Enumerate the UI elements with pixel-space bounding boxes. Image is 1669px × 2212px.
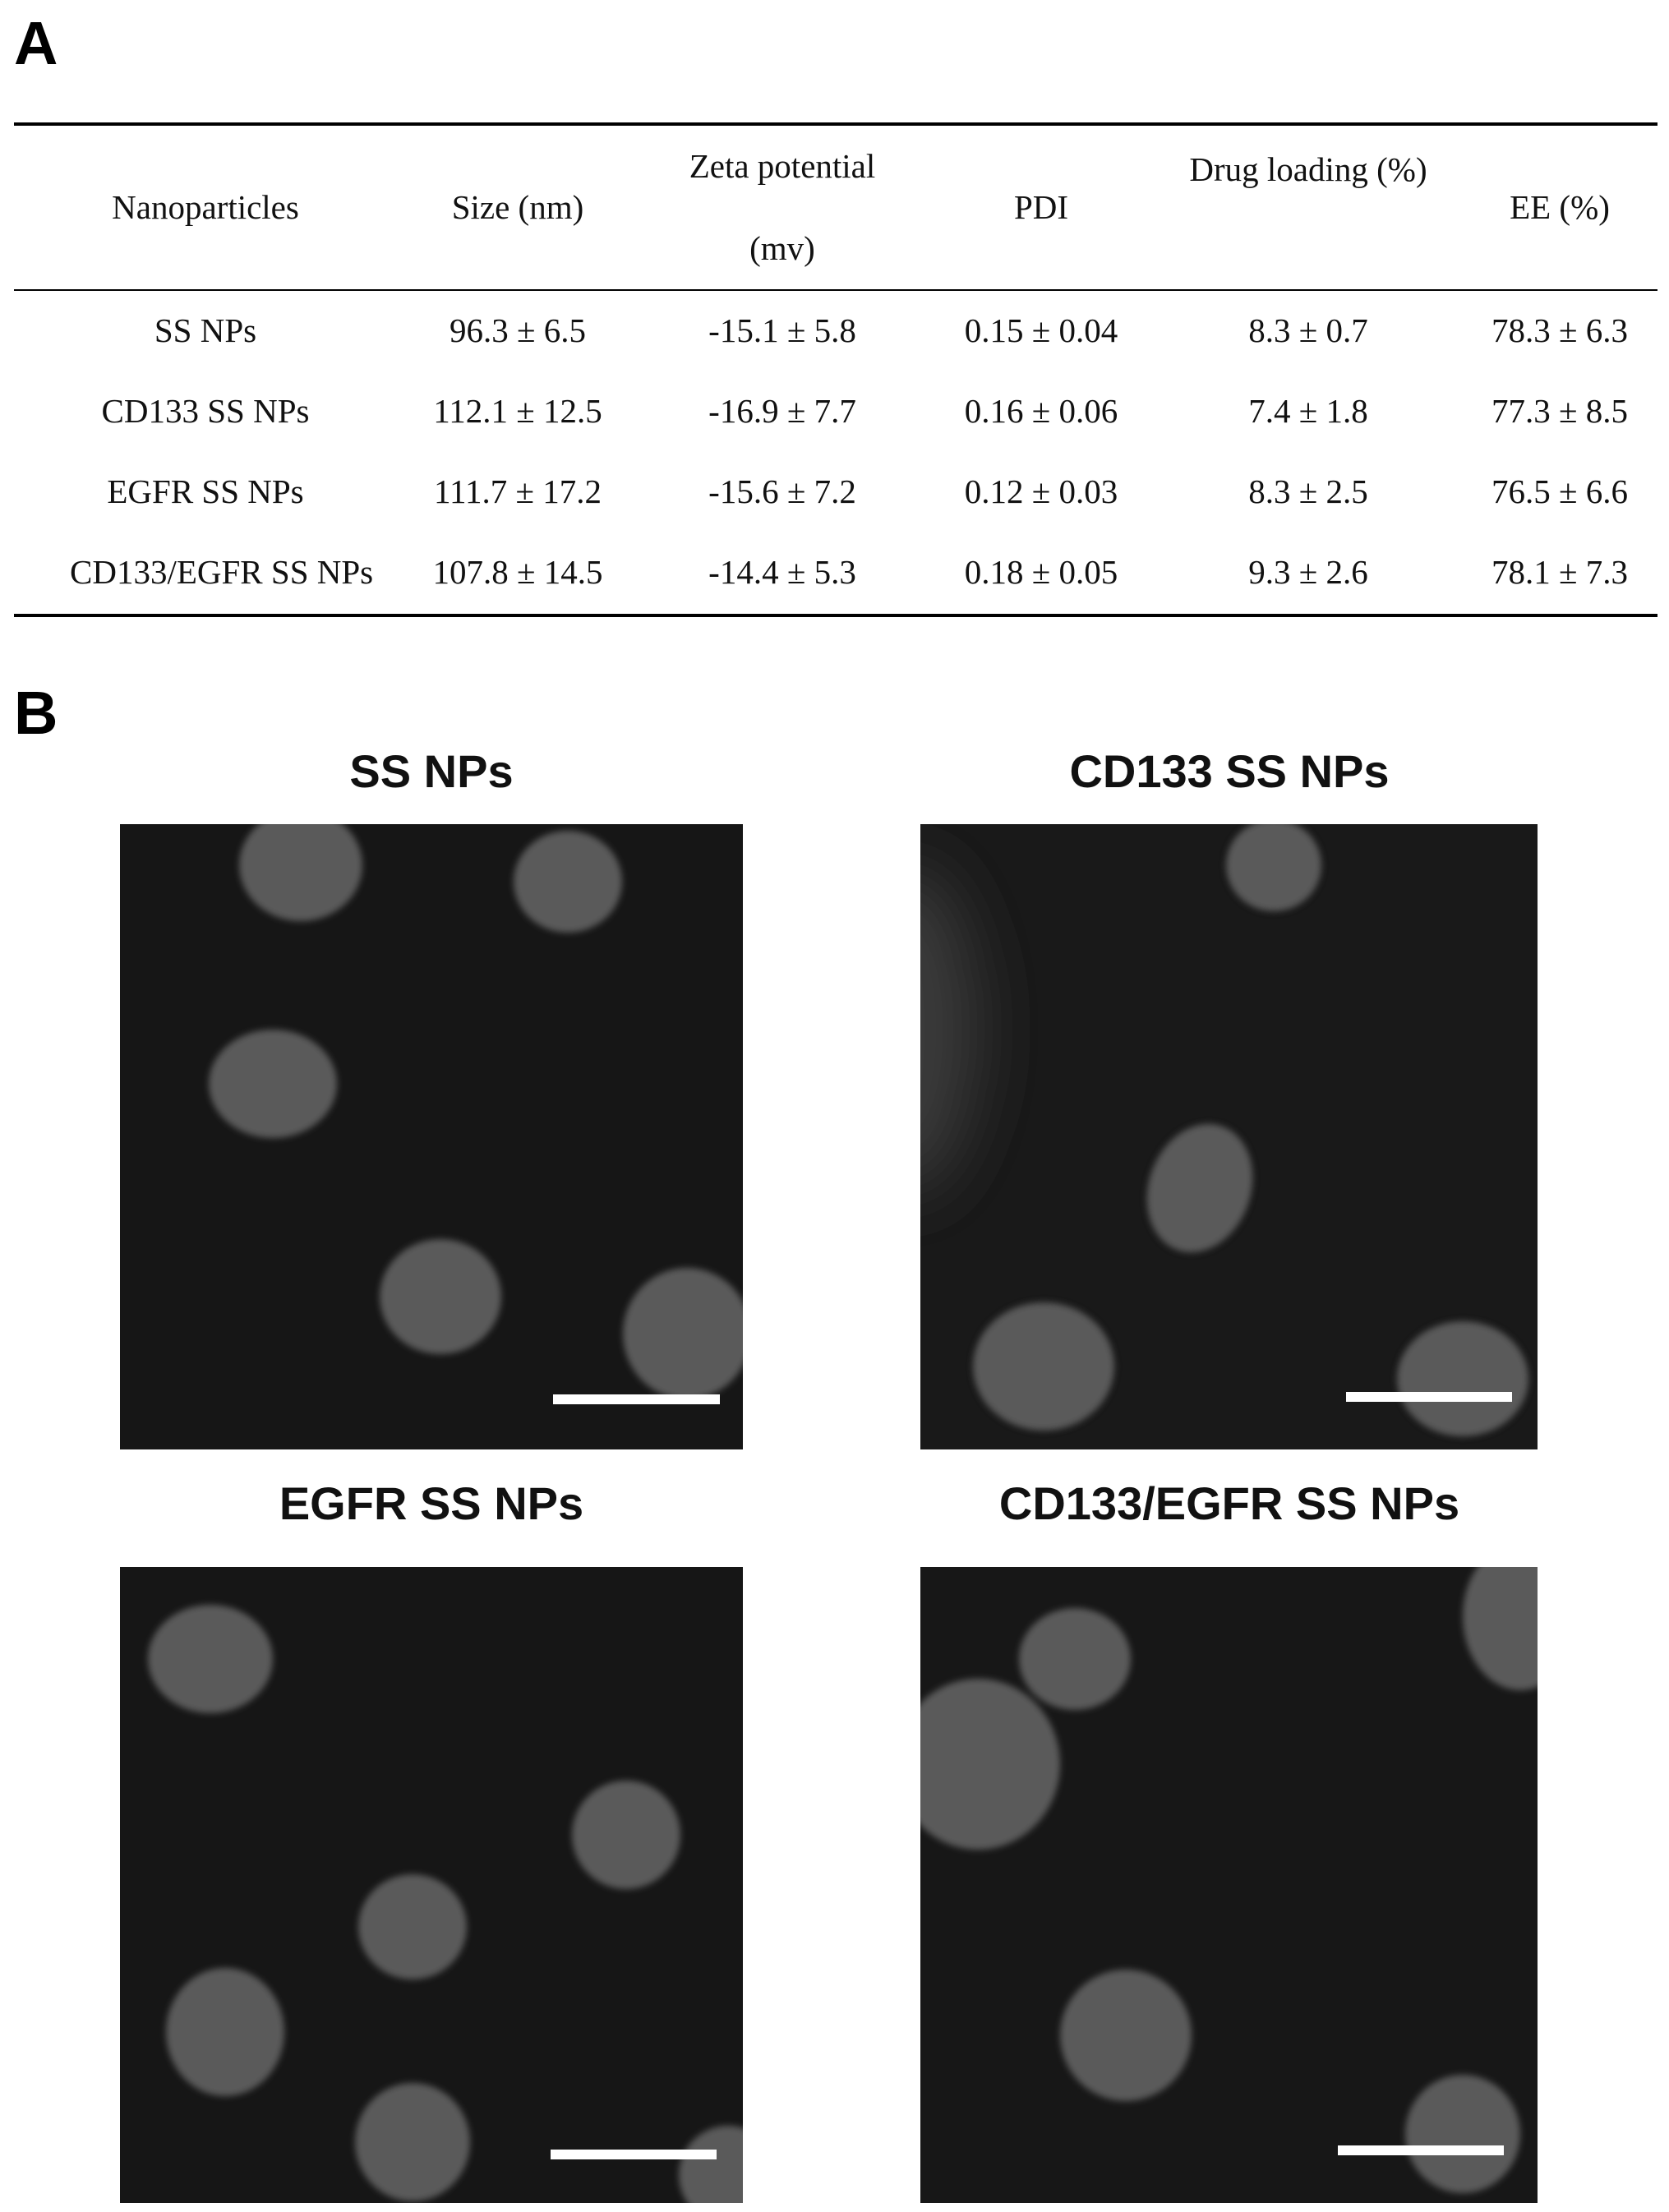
table-cell: 0.15 ± 0.04 <box>964 311 1118 349</box>
table-cell: 77.3 ± 8.5 <box>1491 392 1628 430</box>
table-cell: -15.1 ± 5.8 <box>708 311 856 349</box>
table-cell: 78.1 ± 7.3 <box>1491 553 1628 591</box>
table-cell: CD133 SS NPs <box>101 392 310 430</box>
table-header: Drug loading (%) <box>1189 150 1427 188</box>
table-cell: CD133/EGFR SS NPs <box>70 553 374 591</box>
table-cell: -16.9 ± 7.7 <box>708 392 856 430</box>
image-title: EGFR SS NPs <box>279 1477 584 1529</box>
table-cell: SS NPs <box>154 311 257 349</box>
table-rule <box>14 614 1657 617</box>
table-rule <box>14 289 1657 291</box>
image-title: SS NPs <box>349 745 514 797</box>
image-title: CD133/EGFR SS NPs <box>998 1477 1460 1529</box>
micrograph <box>920 1567 1538 2203</box>
micrograph <box>120 824 743 1449</box>
table-cell: 0.12 ± 0.03 <box>964 472 1118 510</box>
table-cell: 8.3 ± 0.7 <box>1248 311 1368 349</box>
table-cell: 9.3 ± 2.6 <box>1248 553 1368 591</box>
table-cell: 78.3 ± 6.3 <box>1491 311 1628 349</box>
micrograph <box>120 1567 743 2203</box>
table-rule <box>14 122 1657 126</box>
table-cell: -15.6 ± 7.2 <box>708 472 856 510</box>
table-header: EE (%) <box>1510 188 1610 226</box>
table-header: PDI <box>1013 188 1069 226</box>
table-cell: 7.4 ± 1.8 <box>1248 392 1368 430</box>
table-cell: 112.1 ± 12.5 <box>433 392 602 430</box>
table-header: Zeta potential (mv) <box>689 147 876 267</box>
table-cell: 8.3 ± 2.5 <box>1248 472 1368 510</box>
table-cell: 76.5 ± 6.6 <box>1491 472 1628 510</box>
panel-label: B <box>14 679 58 747</box>
table-header: Nanoparticles <box>112 188 299 226</box>
table-header: Size (nm) <box>451 188 584 226</box>
table-cell: 107.8 ± 14.5 <box>432 553 603 591</box>
table-cell: -14.4 ± 5.3 <box>708 553 856 591</box>
table-cell: 96.3 ± 6.5 <box>449 311 586 349</box>
table-cell: 0.18 ± 0.05 <box>964 553 1118 591</box>
micrograph <box>920 824 1538 1449</box>
image-title: CD133 SS NPs <box>1069 745 1390 797</box>
table-cell: 111.7 ± 17.2 <box>434 472 602 510</box>
panel-label: A <box>14 9 58 77</box>
table-cell: 0.16 ± 0.06 <box>964 392 1118 430</box>
table-cell: EGFR SS NPs <box>107 472 304 510</box>
